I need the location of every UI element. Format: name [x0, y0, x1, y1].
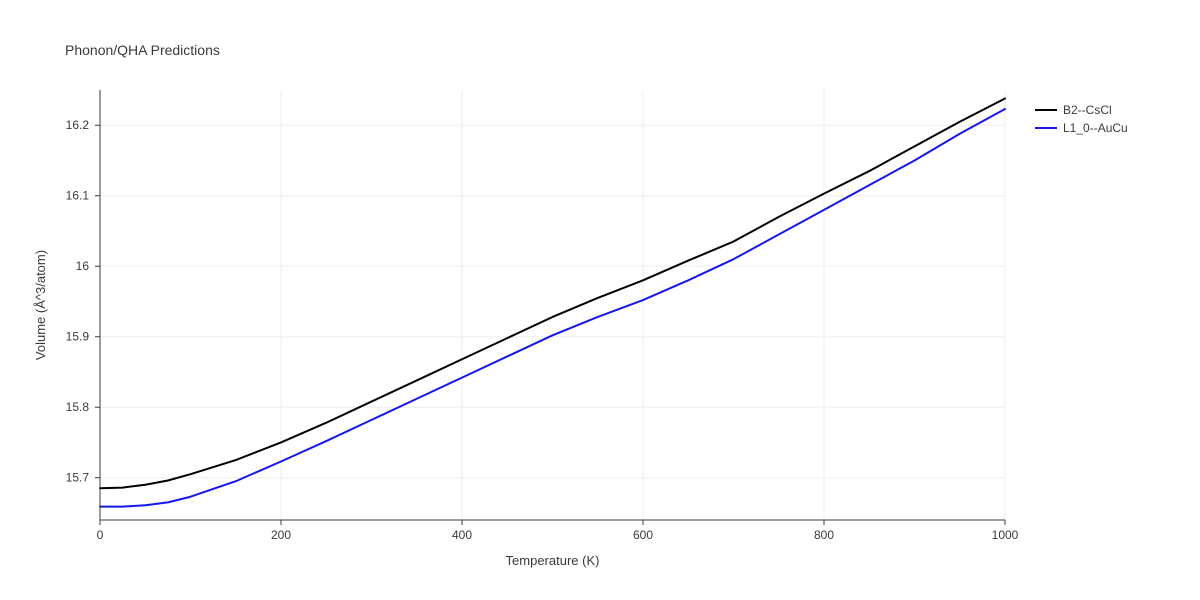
x-tick-label: 200: [271, 528, 291, 542]
y-axis-label: Volume (Å^3/atom): [33, 250, 48, 360]
legend-label: B2--CsCl: [1063, 103, 1112, 117]
chart-svg: 0 200 400 600 800 1000 15.7 15.8 15.9 16 16.1 16.2 T…: [0, 0, 1200, 600]
x-tick-label: 600: [633, 528, 653, 542]
x-tick-label: 800: [814, 528, 834, 542]
y-tick-label: 16.2: [66, 118, 90, 132]
series-line: [100, 109, 1005, 507]
x-tick-label: 0: [97, 528, 104, 542]
y-tick-label: 16: [76, 259, 90, 273]
y-tick-label: 15.9: [66, 330, 90, 344]
y-tick-label: 15.8: [66, 400, 90, 414]
x-tick-label: 1000: [992, 528, 1019, 542]
x-axis-label: Temperature (K): [506, 553, 600, 568]
y-tick-label: 15.7: [66, 471, 90, 485]
legend-label: L1_0--AuCu: [1063, 121, 1128, 135]
y-tick-label: 16.1: [66, 189, 90, 203]
series-line: [100, 98, 1005, 488]
x-tick-label: 400: [452, 528, 472, 542]
